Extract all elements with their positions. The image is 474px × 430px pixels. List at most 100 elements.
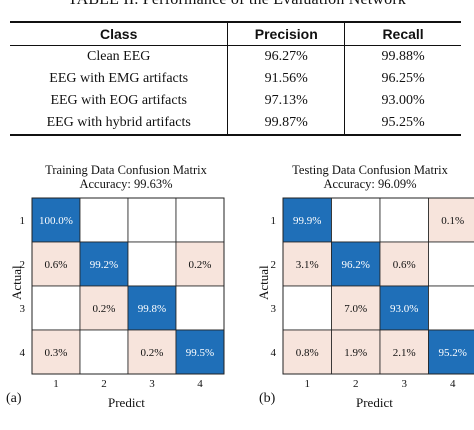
matrix-b-title: Testing Data Confusion Matrix <box>292 163 448 177</box>
matrix-cell <box>175 285 225 331</box>
cell-recall: 99.88% <box>344 45 461 68</box>
matrix-cell-value: 3.1% <box>296 259 319 271</box>
matrix-cell-value: 0.2% <box>93 303 116 315</box>
y-tick-label: 4 <box>271 347 277 359</box>
matrix-b-subtitle: Accuracy: 96.09% <box>323 177 417 191</box>
cell-class: EEG with EOG artifacts <box>50 93 187 108</box>
matrix-b-xlabel: Predict <box>356 395 393 410</box>
matrix-cell-value: 7.0% <box>344 303 367 315</box>
matrix-cell-value: 0.6% <box>45 259 68 271</box>
matrix-cell <box>127 329 177 375</box>
matrix-cell <box>331 197 381 243</box>
matrix-cell <box>331 285 381 331</box>
y-tick-label: 1 <box>271 215 277 227</box>
x-tick-label: 4 <box>450 378 456 390</box>
matrix-cell-value: 0.1% <box>441 215 464 227</box>
matrix-cell <box>379 197 429 243</box>
matrix-cell <box>428 241 474 287</box>
matrix-cell-value: 0.8% <box>296 347 319 359</box>
matrix-cell <box>428 285 474 331</box>
table-row: Clean EEG 96.27% 99.88% <box>10 45 461 68</box>
matrix-cell <box>175 329 225 375</box>
matrix-cell <box>428 197 474 243</box>
y-tick-label: 4 <box>20 347 26 359</box>
matrix-cell <box>282 197 332 243</box>
matrix-cell-value: 96.2% <box>342 259 370 271</box>
matrix-cell-value: 95.2% <box>439 347 467 359</box>
matrix-cell <box>282 329 332 375</box>
cell-class: Clean EEG <box>87 49 151 64</box>
matrix-cell <box>127 241 177 287</box>
matrix-a-subtitle: Accuracy: 99.63% <box>79 177 173 191</box>
matrix-cell-value: 100.0% <box>39 215 73 227</box>
matrix-cell-value: 0.3% <box>45 347 68 359</box>
table-row: EEG with EMG artifacts 91.56% 96.25% <box>10 68 461 90</box>
panel-a-label: (a) <box>6 391 22 406</box>
matrix-cell <box>79 197 129 243</box>
matrix-cell <box>379 241 429 287</box>
matrix-cell <box>379 329 429 375</box>
header-class: Class <box>100 26 138 42</box>
matrix-cell <box>331 241 381 287</box>
x-tick-label: 1 <box>305 378 311 390</box>
y-tick-label: 3 <box>271 303 277 315</box>
matrix-cell <box>379 285 429 331</box>
matrix-cell <box>282 285 332 331</box>
matrix-cell-value: 93.0% <box>390 303 418 315</box>
x-tick-label: 1 <box>53 378 59 390</box>
matrix-cell <box>331 329 381 375</box>
table-caption: TABLE II. Performance of the Evaluation … <box>0 0 474 9</box>
matrix-cell <box>79 241 129 287</box>
matrix-cell <box>428 329 474 375</box>
matrix-cell <box>31 241 81 287</box>
header-recall: Recall <box>344 22 461 46</box>
table-row: EEG with hybrid artifacts 99.87% 95.25% <box>10 112 461 135</box>
x-tick-label: 4 <box>197 378 203 390</box>
cell-precision: 97.13% <box>227 90 345 112</box>
matrix-cell-value: 99.5% <box>186 347 214 359</box>
performance-table: Class Precision Recall Clean EEG 96.27% … <box>10 21 461 136</box>
matrix-cell <box>79 329 129 375</box>
matrix-cell <box>31 285 81 331</box>
panel-b-label: (b) <box>259 391 276 406</box>
cell-precision: 96.27% <box>227 45 345 68</box>
matrix-cell <box>31 197 81 243</box>
matrix-cell-value: 2.1% <box>393 347 416 359</box>
matrix-cell-value: 99.9% <box>293 215 321 227</box>
matrix-cell <box>175 241 225 287</box>
matrix-cell-value: 99.2% <box>90 259 118 271</box>
cell-recall: 96.25% <box>344 68 461 90</box>
matrix-cell-value: 0.2% <box>189 259 212 271</box>
matrix-frame <box>282 197 474 375</box>
y-tick-label: 3 <box>20 303 26 315</box>
table-header-row: Class Precision Recall <box>10 22 461 46</box>
matrix-cell-value: 1.9% <box>344 347 367 359</box>
x-tick-label: 3 <box>402 378 408 390</box>
matrix-cell <box>127 197 177 243</box>
header-precision: Precision <box>227 22 345 46</box>
matrix-a-title: Training Data Confusion Matrix <box>45 163 207 177</box>
matrix-cell <box>79 285 129 331</box>
x-tick-label: 2 <box>101 378 107 390</box>
matrix-cell <box>31 329 81 375</box>
matrix-cell <box>282 241 332 287</box>
x-tick-label: 2 <box>353 378 359 390</box>
y-tick-label: 1 <box>20 215 26 227</box>
matrix-b-ylabel: Actual <box>256 265 271 300</box>
matrix-cell-value: 0.2% <box>141 347 164 359</box>
matrix-a-ylabel: Actual <box>9 265 24 300</box>
cell-recall: 95.25% <box>344 112 461 135</box>
matrix-cell <box>175 197 225 243</box>
cell-class: EEG with EMG artifacts <box>49 71 189 86</box>
cell-recall: 93.00% <box>344 90 461 112</box>
matrix-cell-value: 99.8% <box>138 303 166 315</box>
x-tick-label: 3 <box>149 378 155 390</box>
cell-precision: 91.56% <box>227 68 345 90</box>
table-row: EEG with EOG artifacts 97.13% 93.00% <box>10 90 461 112</box>
cell-precision: 99.87% <box>227 112 345 135</box>
matrix-frame <box>31 197 225 375</box>
matrix-a-xlabel: Predict <box>108 395 145 410</box>
cell-class: EEG with hybrid artifacts <box>46 115 191 130</box>
matrix-cell <box>127 285 177 331</box>
matrix-cell-value: 0.6% <box>393 259 416 271</box>
